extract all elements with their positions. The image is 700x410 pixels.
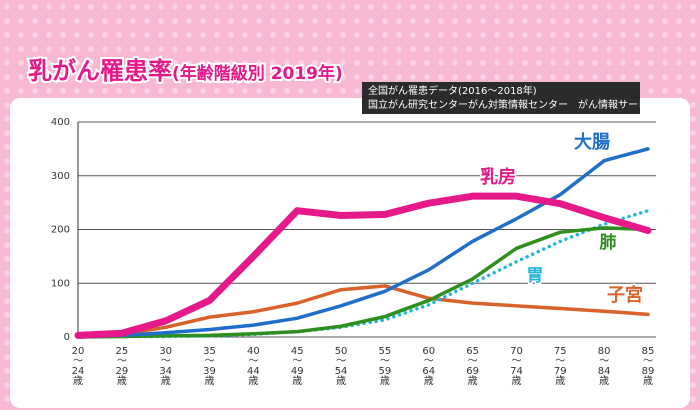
series-line	[76, 147, 650, 339]
y-tick-label: 200	[51, 225, 70, 236]
x-tick-label: 70 ～ 74 歳	[510, 346, 523, 387]
source-box	[362, 82, 640, 114]
chart-subtitle: (年齢階級別 2019年)	[172, 63, 343, 84]
series-label: 大腸	[574, 131, 610, 153]
x-tick-label: 50 ～ 54 歳	[334, 346, 348, 387]
source-line: 全国がん罹患データ(2016～2018年)	[368, 84, 537, 97]
y-tick-label: 300	[51, 171, 70, 182]
x-tick-label: 60 ～ 64 歳	[422, 346, 436, 387]
x-tick-label: 85 ～ 89 歳	[641, 346, 655, 387]
x-tick-label: 65 ～ 69 歳	[466, 346, 479, 387]
series-label: 子宮	[607, 284, 643, 306]
series-label: 胃	[527, 266, 544, 286]
x-tick-label: 35 ～ 39 歳	[203, 346, 216, 387]
y-tick-label: 0	[64, 332, 70, 343]
series-line	[76, 284, 650, 338]
x-tick-label: 80 ～ 84 歳	[597, 346, 611, 387]
y-tick-label: 100	[51, 278, 70, 289]
chart-title: 乳がん罹患率	[28, 57, 172, 85]
x-tick-label: 45 ～ 49 歳	[290, 346, 304, 387]
series-line	[76, 226, 650, 339]
x-tick-label: 40 ～ 44 歳	[247, 346, 260, 387]
series-label: 肺	[600, 233, 617, 253]
source-line: 国立がん研究センターがん対策情報センター がん情報サービス	[368, 98, 658, 111]
x-tick-label: 30 ～ 34 歳	[159, 346, 173, 387]
x-tick-label: 55 ～ 59 歳	[378, 346, 392, 387]
series-line	[74, 192, 652, 339]
y-tick-label: 400	[51, 117, 70, 128]
series-label: 乳房	[480, 166, 516, 188]
x-tick-label: 25 ～ 29 歳	[115, 346, 129, 387]
x-tick-label: 20 ～ 24 歳	[71, 346, 85, 387]
x-tick-label: 75 ～ 79 歳	[553, 346, 567, 387]
series-line	[76, 208, 650, 339]
